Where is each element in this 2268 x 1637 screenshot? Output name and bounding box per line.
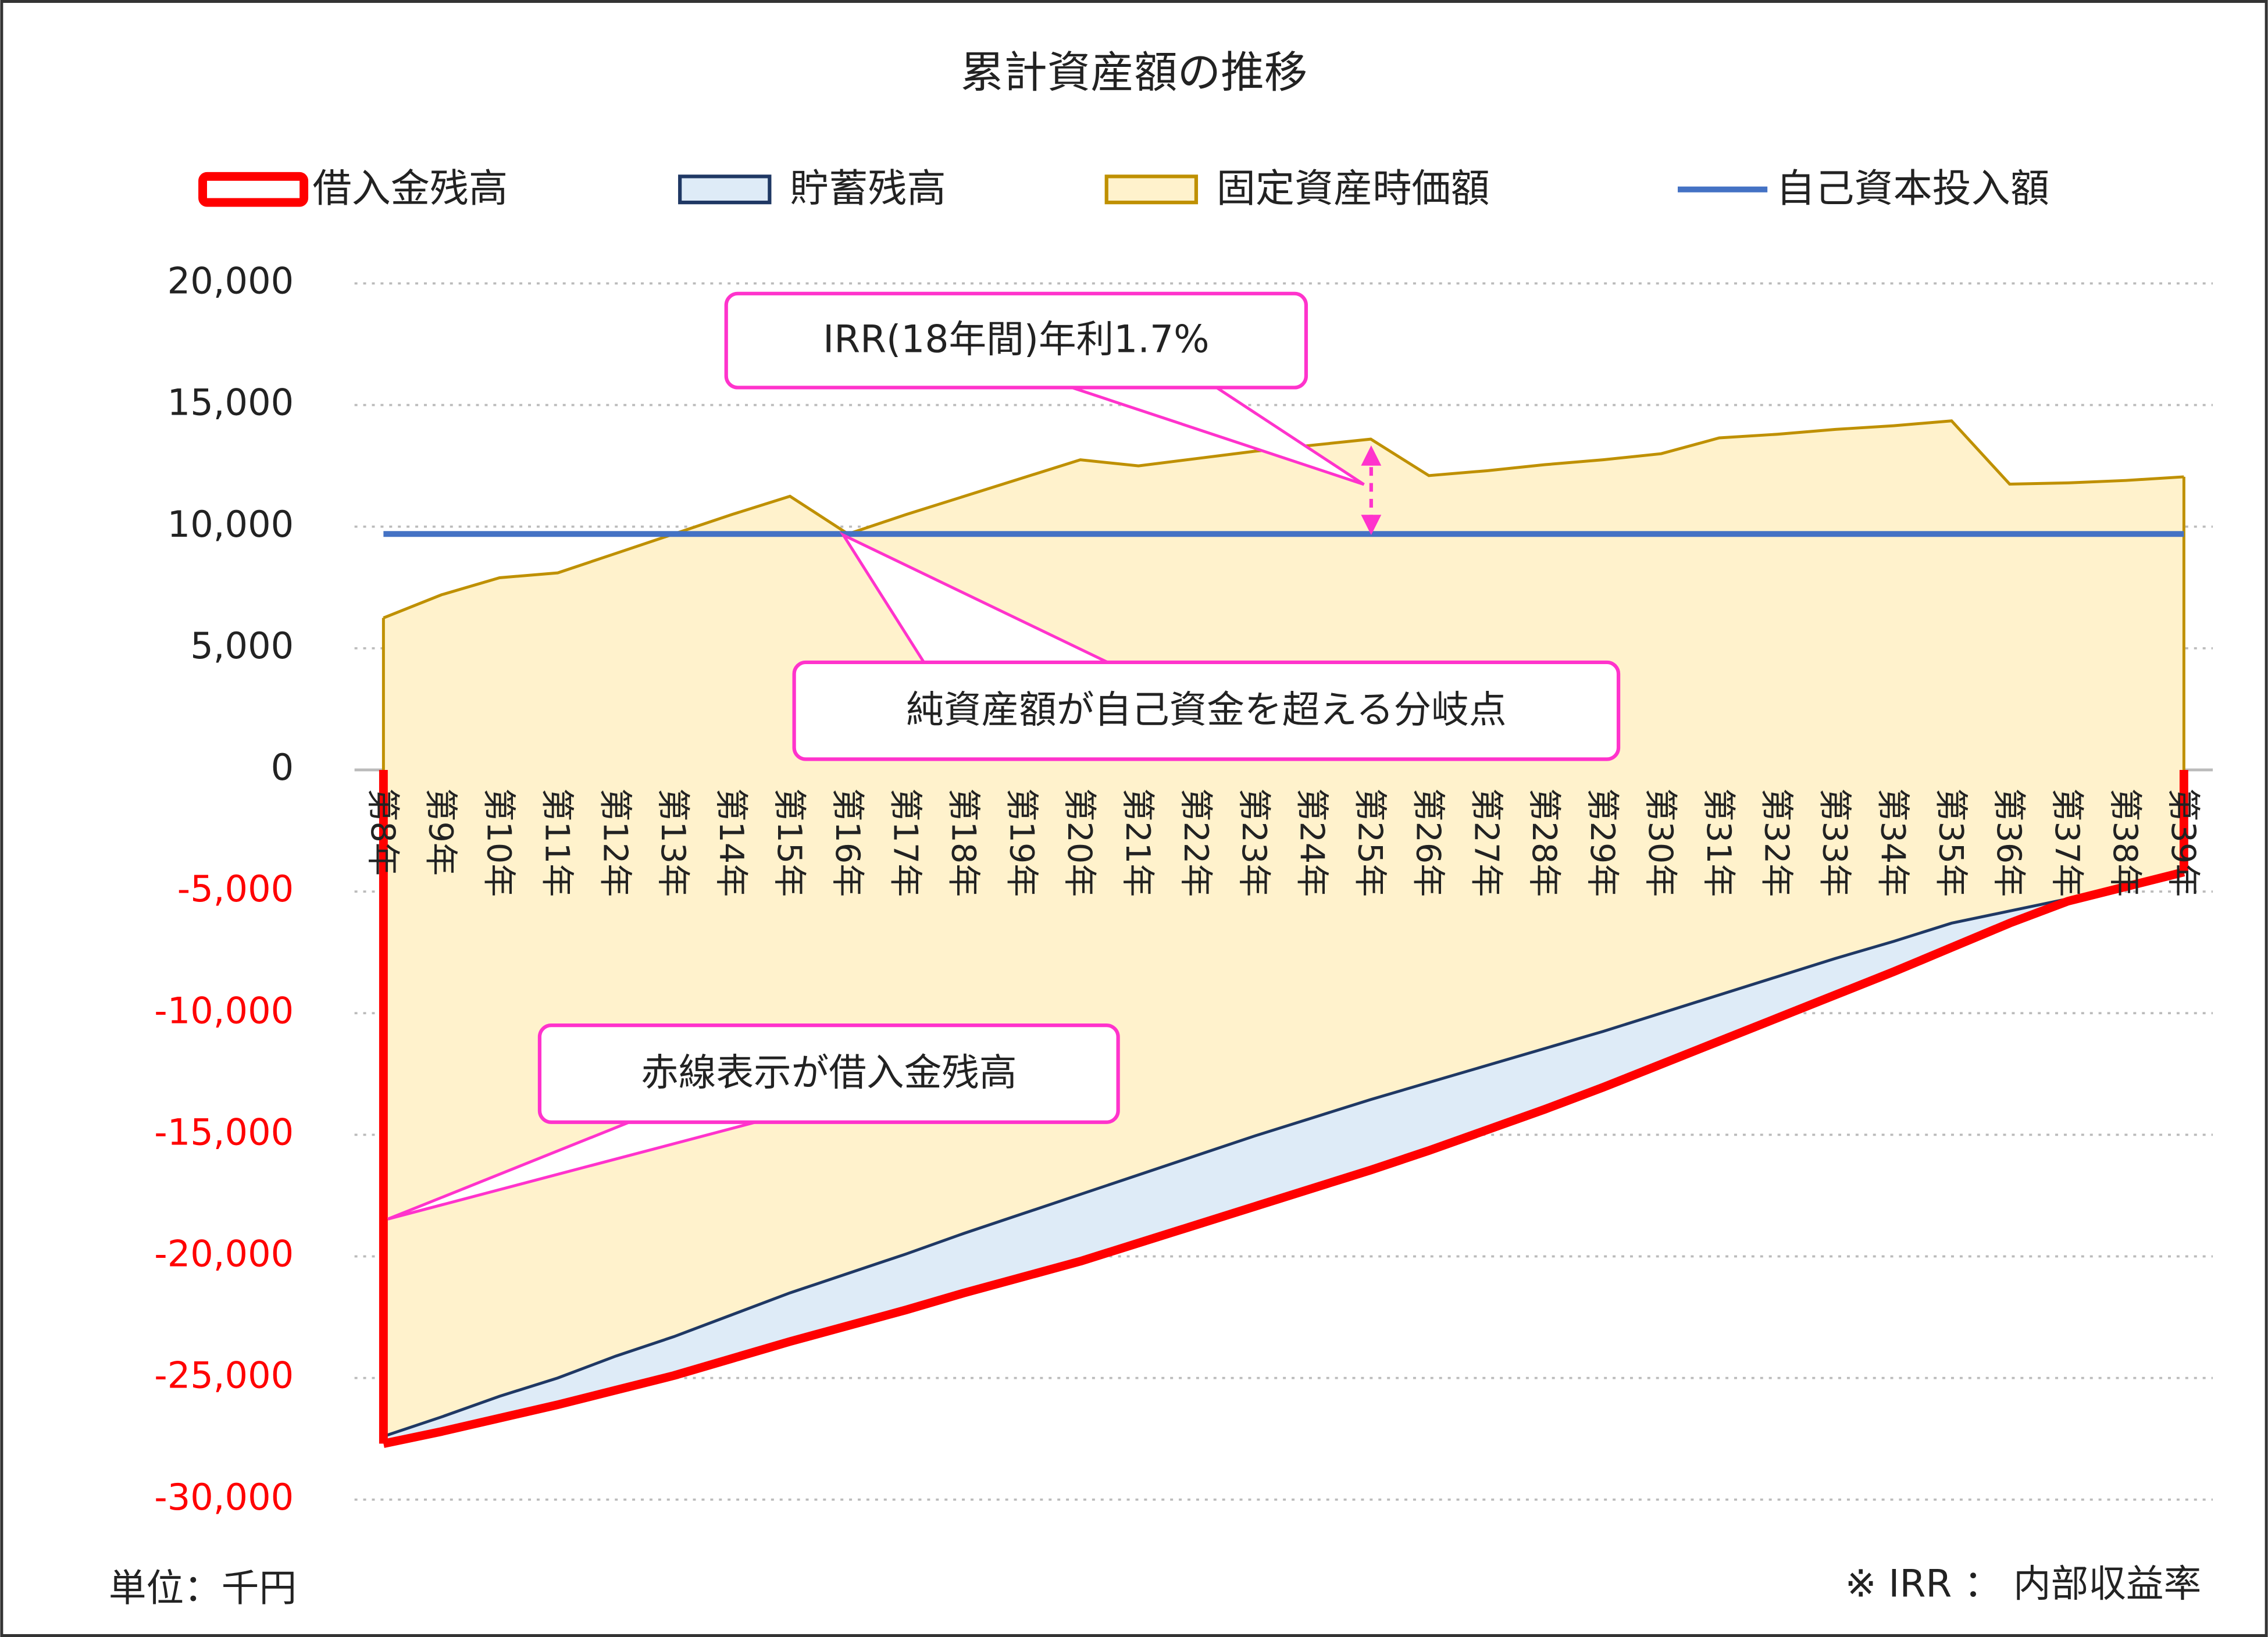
x-tick-label: 第27年	[1467, 788, 1505, 897]
y-tick-label: -10,000	[154, 989, 294, 1032]
x-tick-label: 第33年	[1816, 788, 1854, 897]
x-tick-label: 第28年	[1525, 788, 1563, 897]
annotation: 赤線表示が借入金残高	[641, 1051, 1017, 1094]
area-fill	[383, 872, 2184, 1444]
x-tick-label: 第22年	[1176, 788, 1215, 897]
x-tick-label: 第26年	[1408, 788, 1447, 897]
x-tick-label: 第18年	[944, 788, 982, 897]
x-tick-label: 第24年	[1293, 788, 1331, 897]
legend-swatch	[198, 172, 309, 207]
legend-label: 自己資本投入額	[1776, 166, 2049, 211]
callout-box	[792, 660, 1621, 761]
legend-label: 固定資産時価額	[1217, 166, 1490, 211]
x-tick-label: 第35年	[1931, 788, 1970, 897]
y-tick-label: -30,000	[154, 1476, 294, 1518]
x-tick-label: 第32年	[1757, 788, 1796, 897]
legend-swatch	[678, 174, 772, 205]
x-tick-label: 第15年	[770, 788, 808, 897]
callout-box	[537, 1023, 1120, 1124]
x-tick-label: 第13年	[654, 788, 692, 897]
x-tick-label: 第34年	[1873, 788, 1912, 897]
x-tick-label: 第12年	[595, 788, 634, 897]
y-tick-label: -20,000	[154, 1233, 294, 1275]
y-tick-label: -5,000	[177, 868, 294, 910]
loan-line	[382, 868, 2185, 1448]
x-tick-label: 第21年	[1118, 788, 1157, 897]
x-tick-label: 第10年	[480, 788, 518, 897]
legend-swatch	[1104, 174, 1199, 205]
legend-label: 借入金残高	[313, 166, 508, 211]
y-tick-label: 15,000	[167, 381, 294, 424]
y-tick-label: 10,000	[167, 503, 294, 545]
y-tick-label: 0	[271, 746, 294, 789]
x-tick-label: 第19年	[1002, 788, 1040, 897]
x-tick-label: 第30年	[1641, 788, 1679, 897]
x-tick-label: 第16年	[828, 788, 866, 897]
chart-title: 累計資産額の推移	[961, 47, 1308, 98]
footnote: ※ IRR ： 内部収益率	[1845, 1563, 2202, 1606]
x-tick-label: 第38年	[2106, 788, 2144, 897]
x-tick-label: 第23年	[1235, 788, 1273, 897]
arrow-head	[1361, 515, 1382, 536]
x-tick-label: 第8年	[363, 788, 402, 876]
x-tick-label: 第9年	[422, 788, 460, 876]
x-tick-label: 第37年	[2048, 788, 2086, 897]
callout-box	[724, 291, 1308, 390]
x-tick-label: 第36年	[1989, 788, 2028, 897]
savings-line	[383, 871, 2184, 1438]
legend-label: 貯蓄残高	[790, 166, 946, 211]
y-tick-label: -15,000	[154, 1111, 294, 1153]
x-tick-label: 第14年	[712, 788, 750, 897]
y-tick-label: 5,000	[190, 625, 294, 667]
unit-note: 単位：千円	[109, 1567, 297, 1610]
x-tick-label: 第25年	[1351, 788, 1389, 897]
annotation: IRR(18年間)年利1.7%	[823, 318, 1209, 362]
arrow-head	[1361, 445, 1382, 466]
x-tick-label: 第31年	[1699, 788, 1738, 897]
x-tick-label: 第20年	[1060, 788, 1099, 897]
x-tick-label: 第17年	[886, 788, 925, 897]
x-tick-label: 第29年	[1583, 788, 1621, 897]
x-tick-label: 第39年	[2164, 788, 2202, 897]
y-tick-label: 20,000	[167, 259, 294, 302]
annotation: 純資産額が自己資金を超える分岐点	[906, 688, 1506, 732]
y-tick-label: -25,000	[154, 1354, 294, 1397]
x-tick-label: 第11年	[537, 788, 576, 897]
